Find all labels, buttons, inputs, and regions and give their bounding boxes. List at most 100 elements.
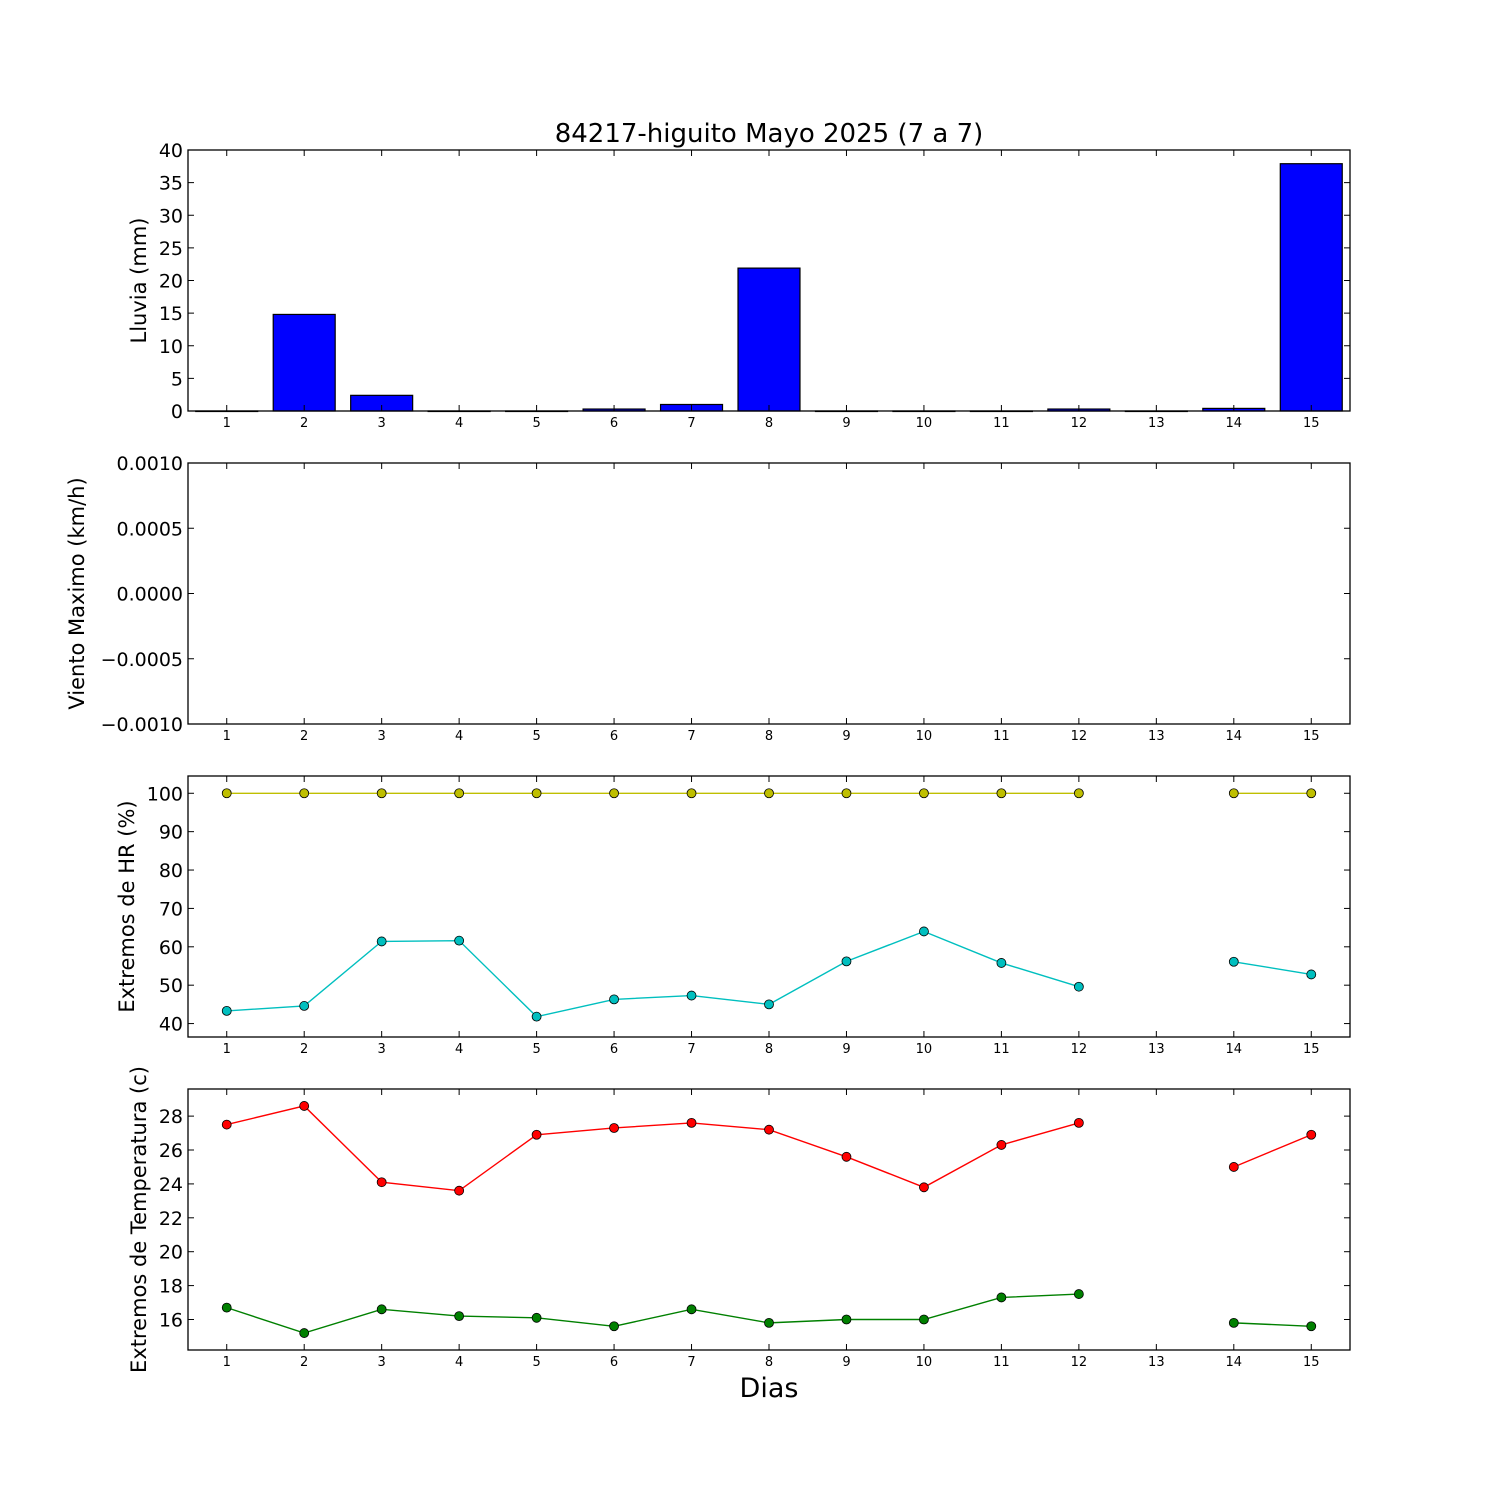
point-temp-1-day-6 <box>609 1321 619 1332</box>
y-tick-label: 0.0005 <box>117 518 183 540</box>
point-hr-1-day-7 <box>686 990 697 1001</box>
point-temp-0-day-2 <box>299 1101 310 1111</box>
x-tick-label: 13 <box>1148 1042 1165 1057</box>
x-tick-label: 8 <box>765 1355 773 1370</box>
point-temp-0-day-4 <box>454 1185 465 1196</box>
x-tick-label: 11 <box>993 416 1010 431</box>
x-tick-label: 3 <box>378 1355 386 1370</box>
x-tick-label: 3 <box>378 416 386 431</box>
point-temp-0-day-14 <box>1228 1162 1239 1172</box>
x-tick-label: 9 <box>842 416 850 431</box>
point-temp-1-day-14 <box>1228 1317 1239 1328</box>
y-tick-label: 20 <box>159 1242 183 1264</box>
point-hr-0-day-6 <box>609 788 619 799</box>
x-tick-label: 4 <box>455 729 463 744</box>
point-temp-0-day-5 <box>531 1129 542 1140</box>
point-hr-0-day-5 <box>531 788 542 799</box>
point-hr-0-day-14 <box>1228 788 1239 799</box>
point-hr-1-day-9 <box>841 956 852 967</box>
x-tick-label: 9 <box>842 1355 850 1370</box>
bar-day-2 <box>272 313 336 412</box>
x-tick-label: 15 <box>1303 729 1320 744</box>
point-hr-1-day-15 <box>1306 969 1317 980</box>
x-tick-label: 5 <box>532 729 540 744</box>
y-tick-label: 30 <box>159 205 183 227</box>
point-hr-1-day-1 <box>221 1006 232 1016</box>
x-tick-label: 10 <box>916 1042 933 1057</box>
point-temp-0-day-8 <box>764 1124 774 1135</box>
x-tick-label: 9 <box>842 729 850 744</box>
y-tick-label: 80 <box>159 860 183 882</box>
x-tick-label: 3 <box>378 729 386 744</box>
y-tick-label: 0.0000 <box>117 584 183 606</box>
point-temp-0-day-11 <box>996 1140 1007 1150</box>
x-tick-label: 6 <box>610 1355 618 1370</box>
y-tick-label: 22 <box>159 1208 183 1230</box>
point-temp-1-day-2 <box>299 1328 310 1338</box>
point-hr-1-day-8 <box>764 999 774 1010</box>
x-tick-label: 1 <box>223 1042 231 1057</box>
point-temp-0-day-7 <box>686 1117 697 1128</box>
point-hr-0-day-8 <box>764 788 774 799</box>
point-hr-1-day-11 <box>996 958 1007 968</box>
point-temp-0-day-12 <box>1073 1117 1084 1128</box>
x-tick-label: 14 <box>1226 416 1243 431</box>
point-hr-1-day-14 <box>1228 956 1239 967</box>
point-temp-0-day-10 <box>919 1182 929 1193</box>
axes-frame-viento <box>187 462 1351 725</box>
x-tick-label: 7 <box>687 1042 695 1057</box>
x-tick-label: 1 <box>223 416 231 431</box>
point-temp-0-day-3 <box>376 1177 387 1188</box>
x-tick-label: 15 <box>1303 1042 1320 1057</box>
y-tick-label: 0 <box>171 401 183 423</box>
x-tick-label: 4 <box>455 1355 463 1370</box>
x-tick-label: 2 <box>300 416 308 431</box>
x-tick-label: 13 <box>1148 1355 1165 1370</box>
point-hr-0-day-9 <box>841 788 852 799</box>
x-tick-label: 14 <box>1226 1355 1243 1370</box>
x-tick-label: 6 <box>610 1042 618 1057</box>
point-temp-1-day-10 <box>919 1314 929 1325</box>
point-temp-0-day-1 <box>221 1119 232 1130</box>
x-tick-label: 14 <box>1226 729 1243 744</box>
y-tick-label: 15 <box>159 303 183 325</box>
x-tick-label: 1 <box>223 1355 231 1370</box>
point-hr-0-day-2 <box>299 788 310 799</box>
x-tick-label: 5 <box>532 1355 540 1370</box>
x-tick-label: 3 <box>378 1042 386 1057</box>
x-tick-label: 8 <box>765 416 773 431</box>
point-temp-1-day-11 <box>996 1292 1007 1303</box>
x-tick-label: 9 <box>842 1042 850 1057</box>
y-tick-label: 18 <box>159 1276 183 1298</box>
chart-title: 84217-higuito Mayo 2025 (7 a 7) <box>555 119 984 149</box>
point-temp-1-day-8 <box>764 1317 774 1328</box>
point-hr-0-day-4 <box>454 788 465 799</box>
x-tick-label: 8 <box>765 1042 773 1057</box>
point-hr-1-day-6 <box>609 994 619 1005</box>
bar-day-15 <box>1279 163 1343 412</box>
y-tick-label: 100 <box>147 783 183 805</box>
x-tick-label: 12 <box>1071 729 1088 744</box>
bar-day-8 <box>737 267 801 412</box>
point-hr-1-day-2 <box>299 1001 310 1011</box>
series-temp-1-line-1 <box>1233 1322 1312 1327</box>
x-tick-label: 2 <box>300 729 308 744</box>
y-tick-label: 26 <box>159 1140 183 1162</box>
x-tick-label: 6 <box>610 729 618 744</box>
x-tick-label: 10 <box>916 729 933 744</box>
y-tick-label: 10 <box>159 336 183 358</box>
x-tick-label: 6 <box>610 416 618 431</box>
point-hr-0-day-7 <box>686 788 697 799</box>
y-axis-label-hr: Extremos de HR (%) <box>115 800 139 1012</box>
x-tick-label: 10 <box>916 1355 933 1370</box>
point-hr-1-day-5 <box>531 1011 542 1022</box>
y-axis-label-temp: Extremos de Temperatura (c) <box>127 1066 151 1373</box>
series-hr-1-line-0 <box>226 930 1080 1018</box>
x-tick-label: 11 <box>993 729 1010 744</box>
x-tick-label: 15 <box>1303 1355 1320 1370</box>
x-tick-label: 5 <box>532 416 540 431</box>
point-temp-1-day-3 <box>376 1304 387 1315</box>
